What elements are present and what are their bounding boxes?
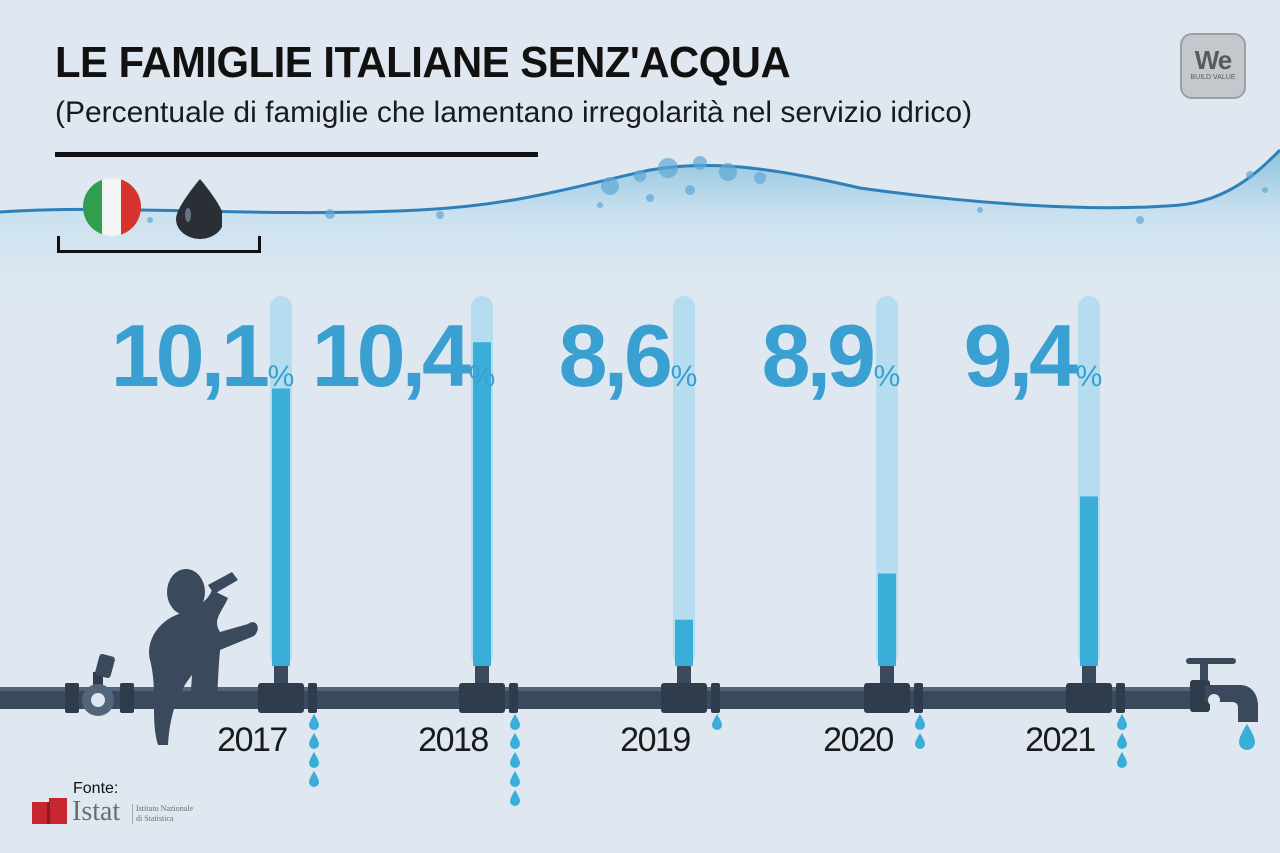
source-label: Fonte: [73,780,119,797]
water-drop-icon [1117,752,1127,768]
logo-text: We [1194,45,1233,75]
data-label-unit: % [1076,360,1103,393]
tube-connector [274,666,288,686]
water-drop-icon [915,714,925,730]
tube-connector [677,666,691,686]
tick-label: 2017 [217,721,287,759]
tick-label: 2020 [823,721,893,759]
data-label-unit: % [268,360,295,393]
water-drop-icon [309,714,319,730]
water-drop-icon [915,733,925,749]
pipe-joint [864,683,910,713]
pipe-joint [459,683,505,713]
pipe-ring [1116,683,1125,713]
data-label: 8,9 [762,306,873,405]
tube-connector [1082,666,1096,686]
bar [1080,496,1098,666]
logo: We BUILD VALUE [1180,33,1246,99]
logo-subtext: BUILD VALUE [1190,74,1236,81]
water-drop-icon [510,771,520,787]
tick-label: 2021 [1025,721,1095,759]
pipe-joint [1066,683,1112,713]
water-drop-icon [1117,733,1127,749]
page-subtitle: (Percentuale di famiglie che lamentano i… [55,96,973,129]
page-title: LE FAMIGLIE ITALIANE SENZ'ACQUA [55,38,791,87]
tube-connector [475,666,489,686]
oil-drop-icon [176,179,222,239]
water-drop-icon [510,790,520,806]
data-label: 8,6 [559,306,670,405]
water-drop-icon [510,714,520,730]
bar [675,619,693,666]
data-label: 9,4 [964,306,1078,405]
source-detail: Istituto Nazionale di Statistica [132,804,196,824]
water-drop-icon [309,771,319,787]
data-label-unit: % [874,360,901,393]
tube [673,296,695,666]
water-drop-icon [309,752,319,768]
tick-label: 2018 [418,721,488,759]
data-label-unit: % [469,360,496,393]
pipe-ring [711,683,720,713]
bar [878,573,896,666]
italian-flag-icon [83,178,141,236]
valve-icon [82,653,115,716]
data-label: 10,1 [111,306,268,405]
pipe-ring [509,683,518,713]
data-label: 10,4 [312,306,471,405]
tick-label: 2019 [620,721,690,759]
source-name: Istat [72,796,121,827]
person-drinking-icon [149,569,258,745]
water-drop-icon [1117,714,1127,730]
legend-icons [83,178,222,239]
faucet-icon [1186,658,1258,722]
water-surface [0,150,1280,330]
water-drop-icon [510,752,520,768]
faucet-drop-icon [1239,724,1255,750]
water-drop-icon [309,733,319,749]
bar [272,388,290,666]
pipe-ring [308,683,317,713]
istat-logo-icon [32,798,67,824]
tube-connector [880,666,894,686]
pipe-ring [914,683,923,713]
legend-bracket [57,236,261,253]
water-bubbles [116,156,1268,224]
chart-bars: 10,1 % 2017 10,4 % 2018 8,6 % 2019 8,9 % 2020 9,4 % 20… [111,296,1127,806]
pipe-joint [258,683,304,713]
data-label-unit: % [671,360,698,393]
water-drop-icon [712,714,722,730]
water-drop-icon [510,733,520,749]
bar [473,342,491,666]
pipe-joint [661,683,707,713]
title-divider [55,152,538,157]
